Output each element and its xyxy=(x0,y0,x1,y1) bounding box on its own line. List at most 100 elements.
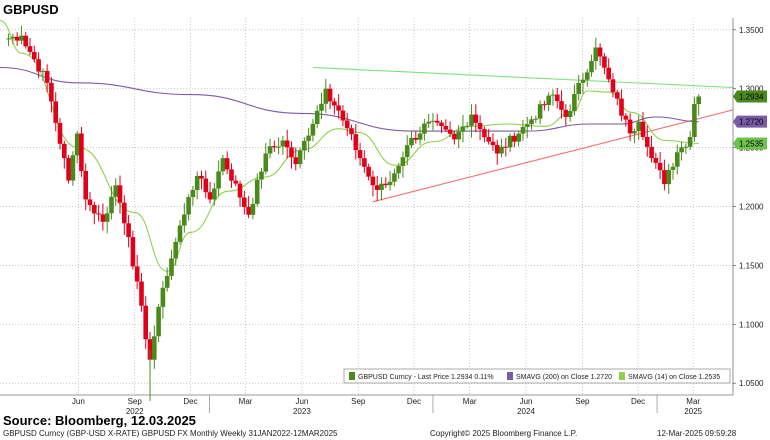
trendline-resistance xyxy=(312,66,734,89)
x-tick-label: Sep xyxy=(128,397,143,406)
last-value-flags: 1.2934 1.2720 1.2535 xyxy=(733,90,767,150)
candle-up xyxy=(456,131,461,140)
candle-down xyxy=(473,114,479,123)
axes: 1.05001.10001.15001.20001.25001.30001.35… xyxy=(0,18,764,416)
candle-down xyxy=(327,88,333,102)
candle-up xyxy=(319,103,324,111)
trendlines xyxy=(312,66,734,203)
candle-up xyxy=(19,35,24,41)
candle-down xyxy=(503,146,509,148)
candle-down xyxy=(87,199,93,205)
candle-up xyxy=(593,47,599,62)
candle-down xyxy=(597,47,603,57)
candle-up xyxy=(182,214,187,226)
plot-background xyxy=(0,18,733,410)
candle-up xyxy=(113,185,118,197)
candle-down xyxy=(143,305,148,340)
candle-up xyxy=(572,94,577,111)
candle-up xyxy=(687,137,693,147)
candle-up xyxy=(216,171,221,189)
candle-up xyxy=(379,183,384,190)
candle-up xyxy=(190,190,196,198)
candle-up xyxy=(302,140,307,151)
candle-down xyxy=(662,170,667,185)
candle-down xyxy=(374,185,380,190)
candle-down xyxy=(362,158,367,167)
candle-down xyxy=(199,175,204,179)
year-label: 2025 xyxy=(684,407,702,416)
candle-down xyxy=(284,140,290,148)
candle-up xyxy=(529,119,534,125)
candle-up xyxy=(396,166,401,174)
candle-down xyxy=(542,104,547,106)
flag-price xyxy=(733,90,767,103)
sma14-line xyxy=(0,19,699,272)
candle-up xyxy=(392,173,397,182)
candle-down xyxy=(443,126,449,130)
candle-up xyxy=(169,258,174,276)
candle-up xyxy=(104,213,110,222)
legend-label-sma200: SMAVG (200) on Close 1.2720 xyxy=(516,374,612,381)
candle-down xyxy=(619,98,624,116)
y-tick-label: 1.0500 xyxy=(739,379,764,388)
candle-up xyxy=(400,157,406,166)
candle-down xyxy=(139,281,144,306)
candle-down xyxy=(53,101,58,123)
x-tick-label: Dec xyxy=(631,397,645,406)
candle-down xyxy=(229,169,234,181)
candle-up xyxy=(6,38,11,40)
candle-up xyxy=(636,121,641,132)
candle-down xyxy=(349,128,354,135)
candle-up xyxy=(40,70,46,72)
candle-up xyxy=(220,158,226,172)
candle-down xyxy=(44,70,50,83)
candle-up xyxy=(460,126,466,132)
candle-down xyxy=(332,101,337,106)
candle-down xyxy=(289,147,294,158)
candle-down xyxy=(27,46,33,52)
flag-label-price: 1.2934 xyxy=(739,92,764,101)
candle-down xyxy=(657,162,663,171)
x-tick-label: Jun xyxy=(295,397,308,406)
candle-up xyxy=(567,111,573,117)
candle-down xyxy=(49,82,54,102)
legend-box xyxy=(343,368,731,384)
candle-down xyxy=(555,94,560,102)
candle-up xyxy=(520,127,526,134)
candle-down xyxy=(32,52,37,60)
candle-down xyxy=(83,170,88,200)
candle-up xyxy=(173,241,178,259)
legend-swatch-sma14 xyxy=(619,372,625,380)
candle-up xyxy=(499,146,504,154)
x-tick-label: Mar xyxy=(686,397,700,406)
candle-up xyxy=(464,125,470,127)
candle-up xyxy=(675,152,680,167)
candle-up xyxy=(387,181,393,186)
candle-up xyxy=(152,336,157,360)
source-note: Source: Bloomberg, 12.03.2025 xyxy=(3,413,196,428)
candle-down xyxy=(370,176,376,186)
candle-down xyxy=(602,56,607,68)
candle-down xyxy=(486,137,491,142)
x-tick-label: Jun xyxy=(72,397,85,406)
candle-up xyxy=(524,124,530,127)
candle-up xyxy=(74,133,80,156)
flag-sma200 xyxy=(733,115,767,128)
candle-down xyxy=(494,145,500,154)
candle-up xyxy=(160,287,166,307)
candle-down xyxy=(344,120,350,129)
candle-down xyxy=(134,266,140,282)
year-label: 2023 xyxy=(293,407,311,416)
candle-up xyxy=(670,166,676,170)
candles xyxy=(6,25,701,401)
candle-up xyxy=(422,123,427,134)
candle-down xyxy=(246,206,251,215)
candle-down xyxy=(606,67,611,80)
candle-up xyxy=(576,83,581,94)
candle-down xyxy=(645,137,650,147)
candle-down xyxy=(649,146,654,158)
candle-up xyxy=(310,123,316,136)
candle-down xyxy=(615,92,620,99)
candle-up xyxy=(10,36,16,39)
